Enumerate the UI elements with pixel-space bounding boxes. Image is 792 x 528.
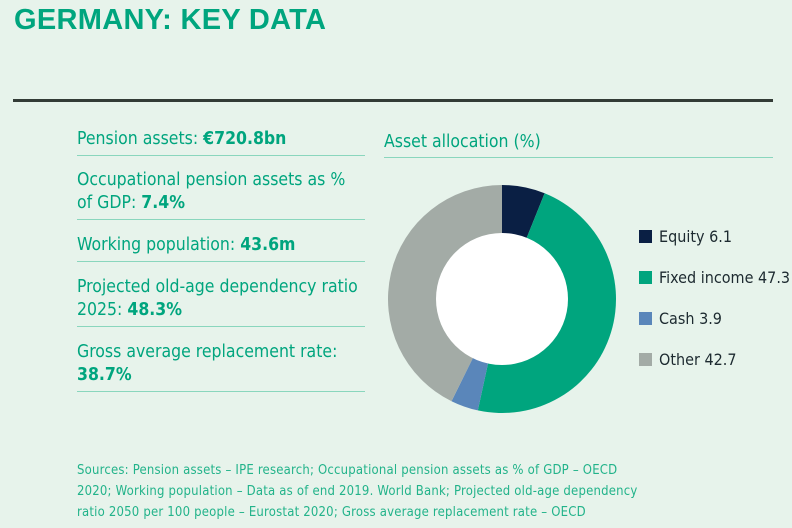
stat-replacement-rate: Gross average replacement rate: 38.7% xyxy=(77,341,365,392)
stat-label: Occupational pension assets as % of GDP: xyxy=(77,170,346,213)
asset-allocation-donut-chart xyxy=(388,185,616,413)
stat-pension-assets: Pension assets: €720.8bn xyxy=(77,128,365,156)
legend-item-equity: Equity 6.1 xyxy=(639,226,790,246)
stat-label: Projected old-age dependency ratio 2025: xyxy=(77,277,358,320)
legend-label: Fixed income 47.3 xyxy=(659,267,791,287)
legend-swatch xyxy=(639,311,652,325)
stat-dependency-ratio: Projected old-age dependency ratio 2025:… xyxy=(77,276,365,327)
sources-line: Sources: Pension assets – IPE research; … xyxy=(77,463,618,478)
legend-label: Cash 3.9 xyxy=(659,308,722,328)
stat-value: €720.8bn xyxy=(203,129,287,149)
legend-item-cash: Cash 3.9 xyxy=(639,308,790,328)
legend-swatch xyxy=(639,270,652,284)
stat-value: 38.7% xyxy=(77,365,132,385)
donut-hole xyxy=(436,233,568,365)
asset-allocation-heading: Asset allocation (%) xyxy=(384,131,773,158)
stat-value: 43.6m xyxy=(240,235,296,255)
legend-item-fixed-income: Fixed income 47.3 xyxy=(639,267,790,287)
stat-label: Pension assets: xyxy=(77,129,204,149)
stat-value: 48.3% xyxy=(127,300,182,320)
stat-value: 7.4% xyxy=(141,193,185,213)
stat-label: Gross average replacement rate: xyxy=(77,342,338,362)
legend-swatch xyxy=(639,352,652,366)
sources-line: 2020; Working population – Data as of en… xyxy=(77,484,638,499)
key-stats-list: Pension assets: €720.8bn Occupational pe… xyxy=(77,128,365,406)
chart-legend: Equity 6.1 Fixed income 47.3 Cash 3.9 Ot… xyxy=(639,226,790,390)
sources-note: Sources: Pension assets – IPE research; … xyxy=(77,460,757,523)
header-divider xyxy=(13,99,773,102)
sources-line: ratio 2050 per 100 people – Eurostat 202… xyxy=(77,505,586,520)
page-title: GERMANY: KEY DATA xyxy=(14,4,327,36)
legend-item-other: Other 42.7 xyxy=(639,349,790,369)
stat-occupational-assets-gdp: Occupational pension assets as % of GDP:… xyxy=(77,169,365,220)
stat-working-population: Working population: 43.6m xyxy=(77,234,365,262)
legend-label: Equity 6.1 xyxy=(659,226,732,246)
stat-label: Working population: xyxy=(77,235,241,255)
legend-label: Other 42.7 xyxy=(659,349,737,369)
legend-swatch xyxy=(639,229,652,243)
